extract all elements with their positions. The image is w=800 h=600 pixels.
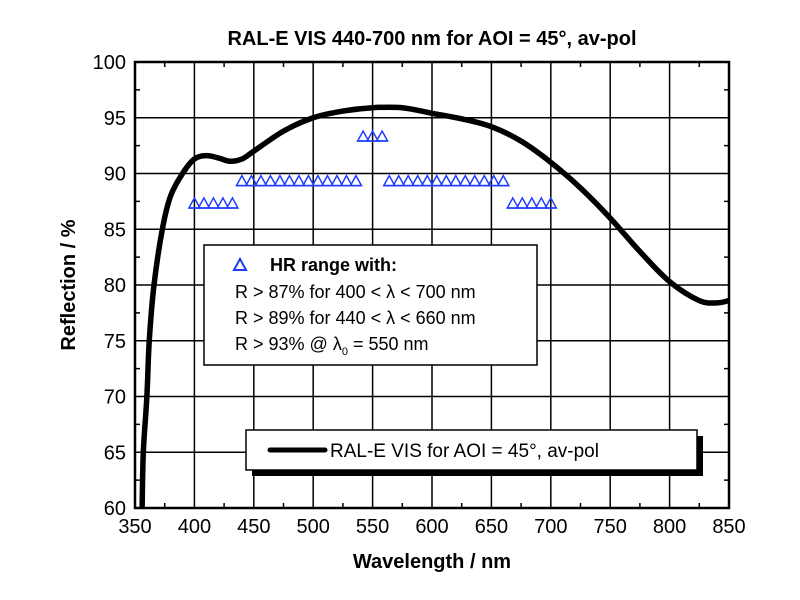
x-tick-label: 600 bbox=[415, 516, 448, 538]
hr-triangle-point bbox=[273, 174, 287, 187]
hr-triangle-point bbox=[506, 196, 520, 209]
hr-triangle-point bbox=[311, 174, 325, 187]
legend-label: RAL-E VIS for AOI = 45°, av-pol bbox=[330, 441, 599, 462]
hr-triangle-point bbox=[244, 174, 259, 187]
x-axis-label: Wavelength / nm bbox=[353, 551, 511, 573]
hr-triangle-point bbox=[339, 174, 354, 187]
x-tick-label: 750 bbox=[594, 516, 627, 538]
hr-triangle-point bbox=[292, 174, 306, 187]
hr-triangle-point bbox=[206, 196, 221, 209]
annotation-line-2: R > 89% for 440 < λ < 660 nm bbox=[235, 308, 476, 328]
y-tick-label: 70 bbox=[104, 387, 126, 409]
hr-triangle-point bbox=[235, 174, 249, 187]
x-tick-label: 700 bbox=[534, 516, 567, 538]
hr-triangle-point bbox=[420, 174, 435, 187]
hr-triangle-point bbox=[391, 174, 406, 187]
hr-triangle-point bbox=[401, 174, 416, 187]
y-tick-label: 85 bbox=[104, 219, 126, 241]
y-tick-label: 100 bbox=[93, 52, 126, 74]
hr-triangle-point bbox=[525, 196, 539, 209]
x-tick-label: 650 bbox=[475, 516, 508, 538]
hr-triangle-point bbox=[429, 174, 444, 187]
y-tick-label: 60 bbox=[104, 498, 126, 520]
x-tick-label: 400 bbox=[178, 516, 211, 538]
hr-triangle-point bbox=[467, 174, 482, 187]
x-tick-label: 500 bbox=[297, 516, 330, 538]
hr-triangle-point bbox=[254, 174, 268, 187]
ticks: 350 400 450 500 550 600 650 700 750 800 850 60 65 70 7… bbox=[93, 52, 746, 538]
hr-triangle-point bbox=[448, 174, 463, 187]
hr-triangle-point bbox=[349, 174, 363, 187]
y-tick-label: 75 bbox=[104, 331, 126, 353]
triangle-marker-icon bbox=[232, 256, 248, 271]
x-tick-label: 550 bbox=[356, 516, 389, 538]
hr-triangle-point bbox=[439, 174, 454, 187]
x-tick-label: 850 bbox=[712, 516, 745, 538]
annotation-line-3: R > 93% @ λ0 = 550 nm bbox=[235, 334, 429, 358]
x-tick-label: 350 bbox=[118, 516, 151, 538]
hr-triangle-point bbox=[330, 174, 344, 187]
hr-triangle-point bbox=[282, 174, 297, 187]
y-tick-label: 90 bbox=[104, 164, 126, 186]
hr-triangle-point bbox=[458, 174, 473, 187]
y-tick-label: 65 bbox=[104, 442, 126, 464]
hr-triangle-point bbox=[496, 174, 511, 187]
x-tick-label: 800 bbox=[653, 516, 686, 538]
legend: RAL-E VIS for AOI = 45°, av-pol bbox=[245, 429, 703, 476]
annotation-line-1: R > 87% for 400 < λ < 700 nm bbox=[235, 282, 476, 302]
chart-title: RAL-E VIS 440-700 nm for AOI = 45°, av-p… bbox=[227, 28, 636, 50]
x-tick-label: 450 bbox=[237, 516, 270, 538]
hr-triangle-point bbox=[225, 196, 240, 209]
hr-triangle-point bbox=[216, 196, 230, 209]
hr-triangle-point bbox=[301, 174, 316, 187]
hr-triangle-point bbox=[375, 129, 389, 142]
annotation-box: HR range with: R > 87% for 400 < λ < 700… bbox=[203, 244, 538, 366]
hr-triangle-point bbox=[263, 174, 278, 187]
hr-triangle-point bbox=[382, 174, 397, 187]
hr-triangle-point bbox=[534, 196, 549, 209]
annotation-heading: HR range with: bbox=[270, 255, 397, 275]
hr-triangle-point bbox=[356, 129, 370, 142]
series-layer bbox=[139, 104, 729, 508]
plot-frame bbox=[133, 60, 731, 510]
hr-triangle-point bbox=[515, 196, 530, 209]
y-axis-label: Reflection / % bbox=[58, 219, 80, 350]
y-tick-label: 95 bbox=[104, 108, 126, 130]
hr-triangle-point bbox=[197, 196, 211, 209]
hr-triangle-point bbox=[487, 174, 501, 187]
hr-triangle-point bbox=[410, 174, 425, 187]
y-tick-label: 80 bbox=[104, 275, 126, 297]
hr-triangle-point bbox=[320, 174, 335, 187]
hr-triangle-point bbox=[477, 174, 492, 187]
reflection-curve bbox=[139, 104, 729, 508]
